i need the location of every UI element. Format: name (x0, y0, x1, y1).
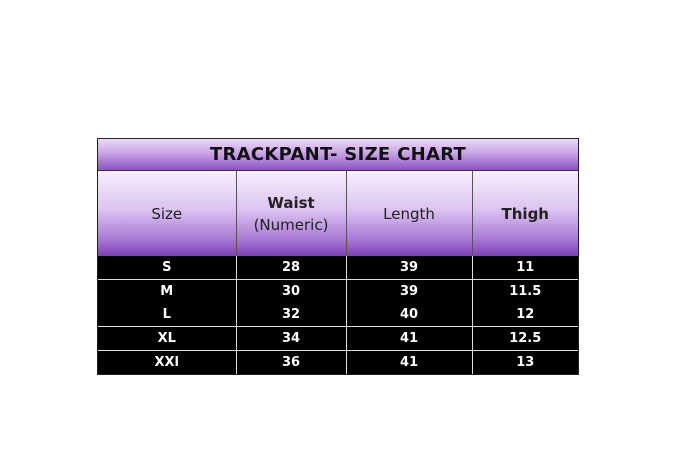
cell-length: 39 (346, 256, 473, 280)
table-row: L 32 40 12 (98, 303, 578, 327)
table-row: S 28 39 11 (98, 256, 578, 280)
header-row: Size Waist (Numeric) Length Thigh (98, 171, 578, 256)
size-chart-table: TRACKPANT- SIZE CHART Size Waist (Numeric… (97, 138, 579, 375)
header-waist: Waist (Numeric) (236, 171, 347, 256)
cell-thigh: 12 (516, 307, 535, 322)
header-thigh: Thigh (472, 171, 578, 256)
cell-thigh: 11.5 (472, 279, 578, 303)
cell-waist: 30 (236, 279, 347, 303)
chart-title: TRACKPANT- SIZE CHART (98, 139, 578, 171)
cell-waist: 32 (236, 303, 347, 327)
cell-thigh: 13 (472, 350, 578, 374)
cell-waist: 36 (236, 350, 347, 374)
table-row: XXl 36 41 13 (98, 350, 578, 374)
cell-length: 39 (346, 279, 473, 303)
table-row: XL 34 41 12.5 (98, 326, 578, 351)
cell-thigh: 11 (516, 260, 535, 275)
cell-size: M (98, 279, 237, 303)
cell-thigh: 12.5 (472, 326, 578, 351)
header-waist-unit: (Numeric) (253, 215, 329, 234)
header-length: Length (346, 171, 473, 256)
cell-length: 41 (346, 326, 473, 351)
cell-waist: 34 (236, 326, 347, 351)
header-size: Size (98, 171, 237, 256)
cell-waist: 28 (236, 256, 347, 280)
cell-size: XXl (98, 350, 237, 374)
size-table: Size Waist (Numeric) Length Thigh S 28 39 11… (98, 171, 578, 374)
cell-size: XL (98, 326, 237, 351)
header-waist-label: Waist (267, 193, 315, 212)
cell-length: 41 (346, 350, 473, 374)
cell-size: L (98, 303, 237, 327)
cell-size: S (98, 256, 237, 280)
cell-length: 40 (346, 303, 473, 327)
table-row: M 30 39 11.5 (98, 279, 578, 303)
